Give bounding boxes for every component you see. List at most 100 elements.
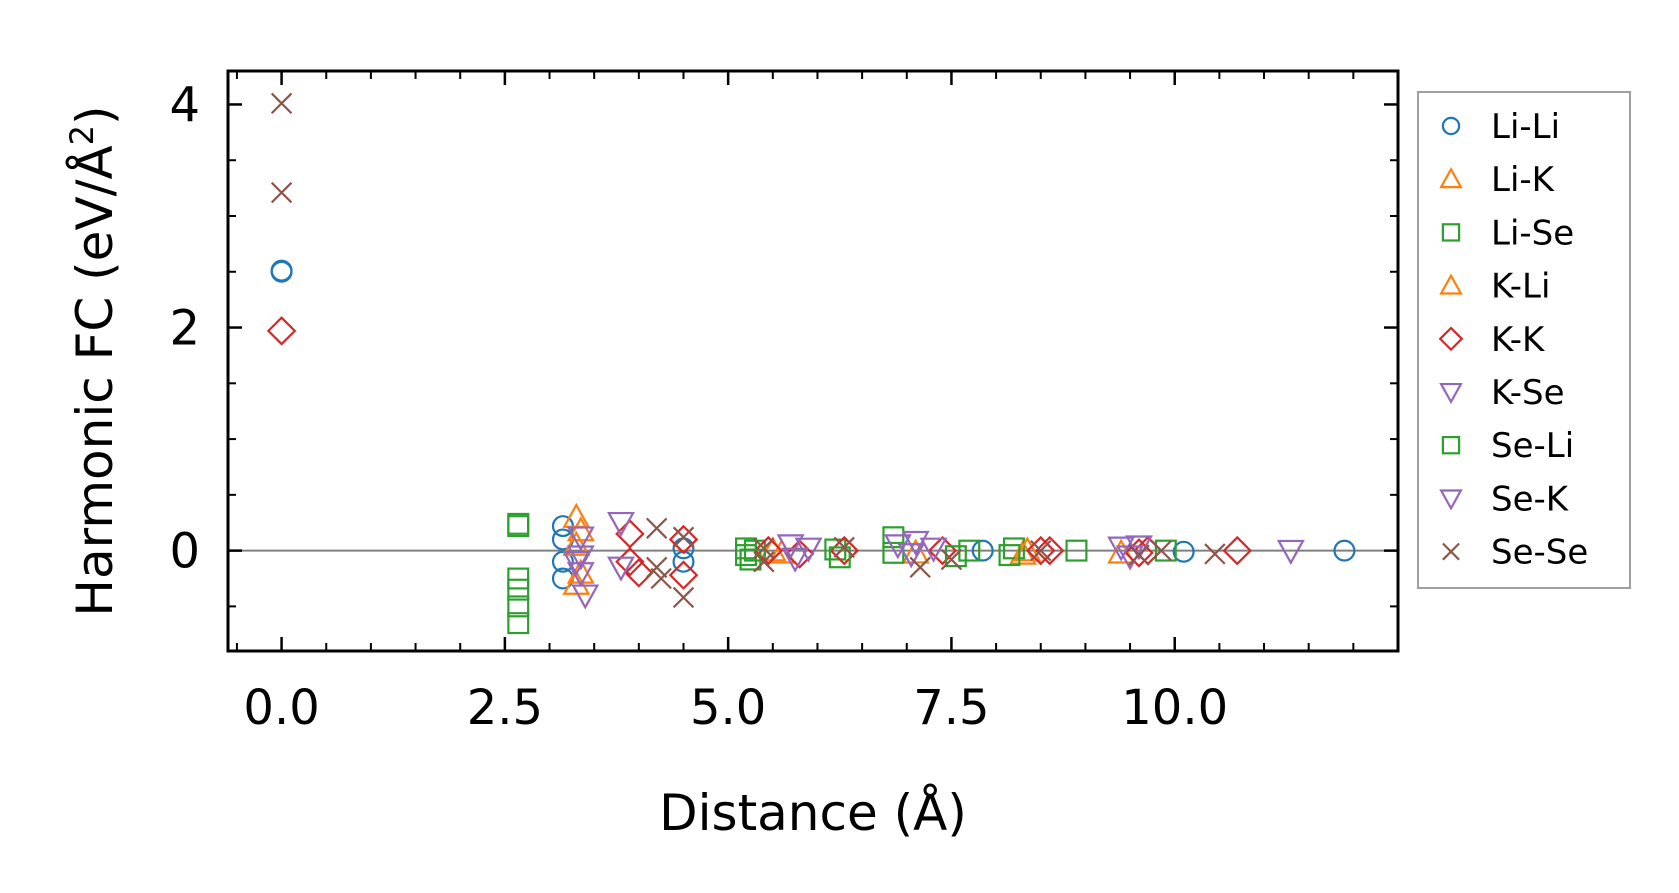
point-se-se: [646, 517, 668, 539]
legend-item-k-li: K-Li: [1439, 267, 1550, 307]
legend-marker-k-li: [1439, 273, 1463, 295]
point-se-se: [672, 586, 695, 609]
legend-marker-se-se: [1442, 542, 1460, 561]
point-se-se: [833, 536, 855, 558]
point-k-k: [753, 535, 784, 566]
point-se-se: [650, 567, 672, 590]
point-se-k: [562, 550, 591, 577]
point-k-k: [1222, 535, 1252, 566]
point-k-k: [1034, 535, 1065, 566]
point-k-se: [571, 584, 600, 610]
point-se-se: [270, 92, 293, 115]
x-axis-label: Distance (Å): [659, 784, 967, 842]
point-k-k: [1025, 535, 1056, 566]
point-se-se: [672, 526, 695, 548]
point-se-se: [1150, 539, 1172, 562]
point-se-se: [909, 556, 931, 579]
legend-label: Se-Se: [1491, 533, 1588, 573]
series-li-se: [507, 512, 1177, 635]
legend-item-se-se: Se-Se: [1442, 533, 1588, 573]
point-k-se: [566, 545, 595, 571]
point-se-li: [944, 545, 967, 568]
legend-label: Se-K: [1491, 479, 1570, 519]
point-se-li: [998, 544, 1021, 567]
legend-marker-se-li: [1441, 436, 1461, 455]
point-k-k: [668, 560, 699, 590]
point-li-se: [1154, 539, 1177, 562]
point-k-li: [1013, 536, 1042, 562]
point-k-se: [1107, 536, 1136, 562]
y-axis-label-tail: ): [66, 105, 124, 125]
point-se-li: [828, 546, 851, 569]
point-k-se: [566, 562, 595, 588]
legend-marker-k-k: [1438, 326, 1464, 352]
point-li-li: [270, 259, 293, 282]
x-tick-label: 10.0: [1121, 680, 1228, 736]
legend-label: Li-Se: [1491, 213, 1574, 253]
point-se-se: [270, 181, 293, 204]
x-tick-label: 5.0: [690, 680, 766, 736]
legend-label: K-Se: [1491, 373, 1565, 413]
point-li-li: [1333, 539, 1356, 562]
legend-label: Li-Li: [1491, 107, 1560, 147]
series-k-se: [566, 511, 1305, 610]
legend-item-li-se: Li-Se: [1441, 213, 1574, 253]
legend-label: Li-K: [1491, 160, 1556, 200]
series-se-se: [270, 92, 1226, 609]
point-se-se: [940, 548, 963, 571]
legend-marker-li-k: [1439, 167, 1463, 189]
point-k-se: [1276, 539, 1305, 565]
point-se-se: [646, 556, 668, 579]
x-tick-label: 2.5: [467, 680, 543, 736]
point-li-se: [1002, 537, 1025, 560]
series-se-li: [739, 544, 1021, 571]
legend-item-li-li: Li-Li: [1441, 107, 1560, 147]
y-tick-label: 4: [169, 77, 200, 133]
legend-item-k-k: K-K: [1438, 320, 1546, 360]
point-li-se: [507, 595, 530, 618]
point-se-k: [781, 547, 810, 573]
legend-marker-li-li: [1441, 116, 1461, 136]
point-se-se: [753, 551, 775, 573]
legend-marker-li-se: [1441, 223, 1461, 242]
x-tick-label: 7.5: [913, 680, 989, 736]
point-k-se: [883, 534, 912, 560]
point-li-li: [1172, 540, 1195, 563]
point-k-k: [624, 558, 654, 588]
point-se-k: [897, 543, 926, 569]
legend-marker-k-se: [1439, 382, 1463, 405]
point-se-se: [1030, 539, 1052, 562]
point-k-se: [776, 534, 805, 560]
point-k-se: [607, 511, 635, 538]
legend-label: K-Li: [1491, 267, 1550, 307]
point-k-se: [607, 556, 635, 582]
point-li-se: [1065, 539, 1088, 562]
point-k-li: [566, 516, 595, 542]
point-se-se: [1128, 544, 1150, 566]
legend-item-li-k: Li-K: [1439, 160, 1556, 200]
legend-marker-se-k: [1439, 489, 1463, 511]
y-tick-label: 2: [169, 301, 200, 357]
legend-item-se-k: Se-K: [1439, 479, 1570, 519]
y-tick-label: 0: [169, 524, 200, 580]
point-k-k: [1124, 538, 1154, 568]
point-k-se: [919, 537, 948, 563]
point-li-se: [507, 512, 530, 535]
point-k-k: [829, 535, 860, 566]
point-se-se: [1204, 543, 1226, 565]
point-li-se: [507, 578, 530, 601]
plot-frame: [226, 69, 1400, 653]
legend-label: K-K: [1491, 320, 1546, 360]
y-axis-label-main: Harmonic FC (eV/Å: [66, 145, 124, 616]
point-k-se: [901, 530, 930, 557]
point-li-li: [971, 539, 994, 562]
point-li-se: [507, 612, 530, 635]
legend: Li-Li Li-K Li-Se K-Li K-K K-Se Se-Li Se-K Se-Se: [1417, 91, 1631, 589]
point-li-se: [507, 567, 530, 590]
point-li-k: [562, 530, 591, 556]
y-axis-label-sup: 2: [63, 125, 101, 145]
series-k-k: [266, 316, 1252, 590]
point-k-se: [566, 526, 595, 552]
point-k-k: [668, 524, 699, 555]
